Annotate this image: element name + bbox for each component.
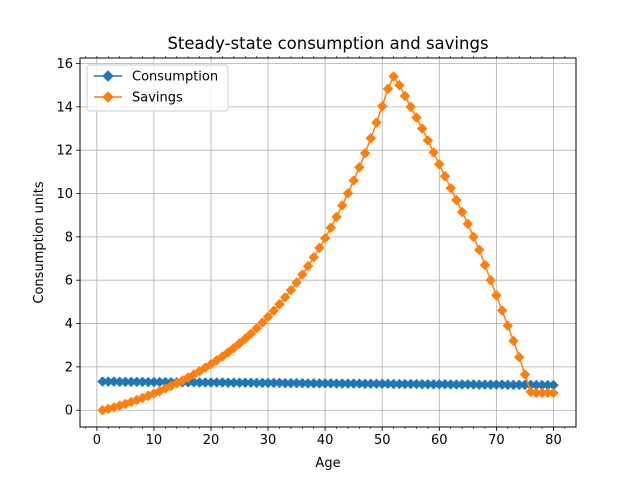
y-tick-label: 2	[65, 360, 73, 375]
x-tick-label: 0	[93, 433, 101, 448]
data-point	[393, 79, 405, 91]
data-point	[519, 369, 531, 380]
data-point	[451, 194, 462, 206]
y-tick-label: 12	[56, 144, 73, 159]
x-tick-label: 20	[203, 433, 220, 448]
data-point	[462, 218, 474, 230]
y-tick-label: 10	[56, 187, 73, 202]
data-point	[342, 187, 354, 199]
x-tick-label: 30	[260, 433, 277, 448]
data-point	[251, 322, 263, 334]
data-point	[485, 274, 497, 286]
data-point	[445, 182, 457, 194]
data-point	[257, 317, 268, 329]
data-point	[456, 206, 468, 218]
data-point	[239, 333, 251, 345]
x-axis-label: Age	[315, 456, 340, 471]
legend: Consumption Savings	[86, 64, 229, 112]
data-point	[411, 112, 422, 124]
legend-label: Savings	[132, 91, 183, 106]
x-tick-label: 60	[431, 433, 448, 448]
data-point	[308, 251, 320, 263]
data-point	[354, 161, 365, 173]
data-point	[371, 117, 382, 129]
data-point	[314, 242, 325, 254]
y-axis-label: Consumption units	[32, 181, 47, 303]
data-point	[433, 158, 445, 170]
x-tick-label: 40	[317, 433, 334, 448]
data-point	[513, 351, 525, 363]
data-point	[416, 123, 428, 134]
axis-ticks: 0 10 20 30 40 50 60 70 80 0 2 4 6 8 10 12 14 16	[56, 56, 566, 448]
x-tick-label: 50	[374, 433, 391, 448]
x-tick-label: 70	[488, 433, 505, 448]
data-point	[234, 338, 245, 349]
data-point	[388, 71, 399, 82]
data-point	[479, 259, 491, 271]
legend-box	[86, 64, 229, 112]
data-point	[468, 231, 479, 243]
data-point	[274, 298, 285, 310]
data-point	[508, 335, 519, 347]
data-point	[336, 200, 348, 211]
data-point	[245, 328, 257, 340]
data-point	[428, 146, 439, 158]
data-point	[376, 100, 388, 112]
data-point	[502, 320, 514, 332]
y-tick-label: 4	[65, 317, 73, 332]
x-tick-label: 80	[545, 433, 562, 448]
legend-marker	[102, 70, 114, 82]
x-tick-label: 10	[146, 433, 163, 448]
data-point	[331, 211, 342, 223]
data-point	[399, 90, 411, 102]
data-point	[382, 83, 394, 95]
y-tick-label: 8	[65, 230, 73, 245]
data-point	[285, 284, 297, 296]
data-point	[268, 305, 280, 317]
y-tick-label: 16	[56, 57, 73, 72]
data-point	[548, 387, 559, 399]
data-point	[319, 232, 331, 244]
chart-title: Steady-state consumption and savings	[167, 34, 488, 53]
y-tick-label: 6	[65, 274, 73, 289]
data-point	[491, 290, 502, 301]
data-point	[279, 291, 291, 303]
data-point	[296, 269, 308, 280]
legend-label: Consumption	[132, 70, 218, 85]
plot-series	[97, 71, 559, 416]
data-point	[291, 277, 302, 288]
grid-lines	[80, 58, 576, 427]
data-point	[365, 132, 377, 144]
plot-frame	[79, 57, 577, 428]
data-point	[359, 147, 371, 159]
data-point	[262, 311, 274, 323]
data-point	[439, 170, 451, 182]
series-line	[102, 74, 554, 411]
data-point	[325, 222, 337, 234]
data-point	[473, 244, 485, 256]
y-tick-label: 14	[56, 100, 73, 115]
y-tick-label: 0	[65, 404, 73, 419]
data-point	[422, 135, 434, 146]
data-point	[302, 260, 314, 272]
data-point	[496, 305, 508, 316]
data-point	[348, 175, 360, 186]
legend-marker	[102, 91, 114, 103]
series-savings	[97, 71, 559, 416]
data-point	[405, 101, 417, 113]
